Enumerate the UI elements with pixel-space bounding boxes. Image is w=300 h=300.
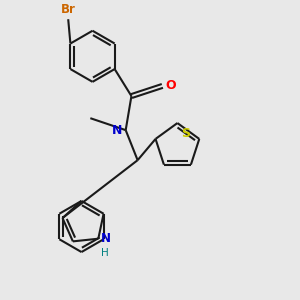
Text: H: H [100,248,108,258]
Text: N: N [100,232,110,245]
Text: O: O [166,80,176,92]
Text: S: S [181,127,190,140]
Text: Br: Br [61,3,76,16]
Text: N: N [112,124,123,136]
